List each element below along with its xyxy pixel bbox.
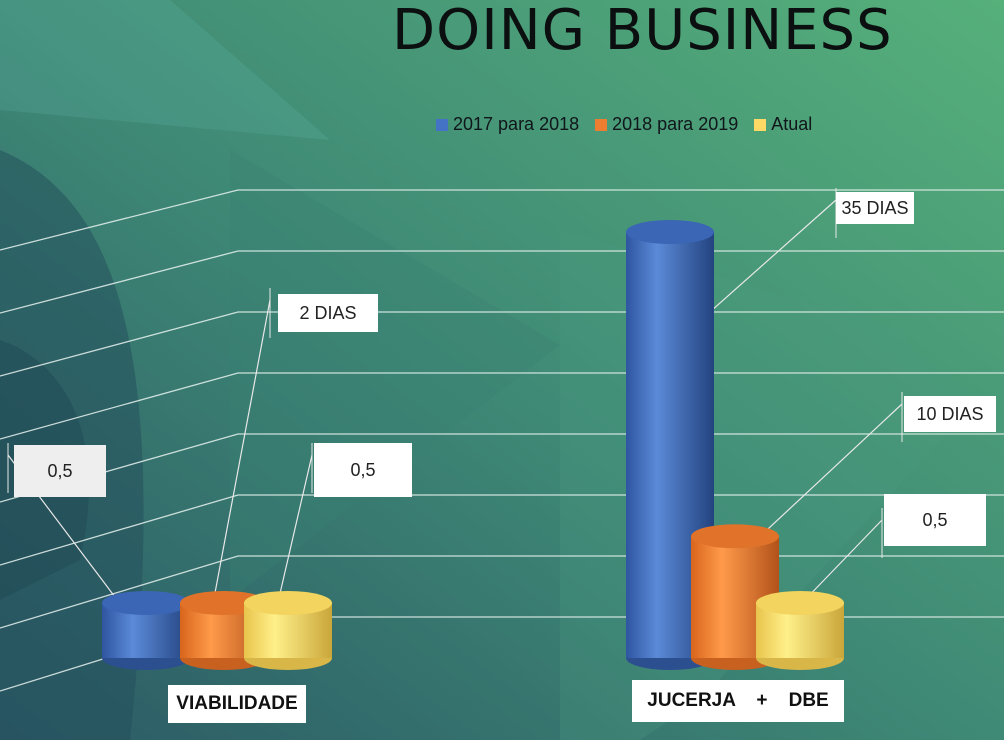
legend-item-series-3: Atual (754, 114, 812, 135)
gridline (0, 372, 1004, 440)
legend-label: Atual (771, 114, 813, 134)
data-label-viabilidade-atual: 0,5 (314, 443, 412, 497)
bar-viabilidade-2017 (102, 591, 190, 670)
gridline (0, 494, 1004, 566)
gridline (0, 311, 1004, 377)
bar-top (691, 524, 779, 549)
category-label-viabilidade: VIABILIDADE (168, 685, 306, 723)
bar-top (626, 220, 714, 244)
bar-top (756, 591, 844, 615)
gridline (0, 189, 1004, 251)
bar-top (102, 591, 190, 615)
legend-swatch-orange (595, 118, 608, 131)
data-label-jucerja-2017: 35 DIAS (836, 192, 914, 224)
leader-line (209, 299, 271, 620)
legend: 2017 para 2018 2018 para 2019 Atual (436, 114, 812, 135)
gridline (0, 250, 1004, 314)
bars-layer (102, 220, 844, 670)
legend-item-series-1: 2017 para 2018 (436, 114, 579, 135)
legend-swatch-yellow (754, 118, 767, 131)
legend-label: 2017 para 2018 (453, 114, 580, 134)
bar-jucerja-atual (756, 591, 844, 670)
category-label-jucerja-dbe: JUCERJA + DBE (632, 680, 844, 722)
bar-viabilidade-atual (244, 591, 332, 670)
chart-title: DOING BUSINESS (392, 0, 893, 63)
data-label-viabilidade-2017: 0,5 (14, 445, 106, 497)
bar-top (244, 591, 332, 615)
data-label-jucerja-2018: 10 DIAS (904, 396, 996, 432)
legend-label: 2018 para 2019 (612, 114, 739, 134)
data-label-jucerja-atual: 0,5 (884, 494, 986, 546)
legend-item-series-2: 2018 para 2019 (595, 114, 738, 135)
data-label-viabilidade-2018: 2 DIAS (278, 294, 378, 332)
legend-swatch-blue (436, 118, 448, 131)
